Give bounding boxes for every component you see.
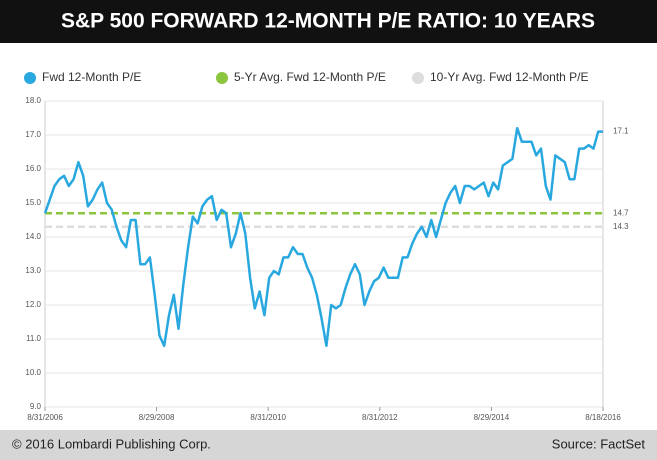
legend-marker (24, 72, 36, 84)
legend-label: 5-Yr Avg. Fwd 12-Month P/E (234, 70, 386, 84)
legend-label: 10-Yr Avg. Fwd 12-Month P/E (430, 70, 589, 84)
average-label: 14.3 (613, 222, 629, 231)
plot-frame (44, 100, 604, 408)
end-label: 17.1 (613, 127, 629, 136)
footer-left: © 2016 Lombardi Publishing Corp. (12, 436, 211, 451)
legend-label: Fwd 12-Month P/E (42, 70, 141, 84)
y-tick-label: 11.0 (26, 334, 42, 343)
footer-bar (0, 430, 657, 460)
footer-right: Source: FactSet (552, 436, 646, 451)
legend-marker (216, 72, 228, 84)
chart-title: S&P 500 FORWARD 12-MONTH P/E RATIO: 10 Y… (61, 10, 595, 33)
average-label: 14.7 (613, 208, 629, 217)
y-tick-label: 14.0 (25, 232, 41, 241)
y-tick-label: 12.0 (25, 300, 41, 309)
legend-marker (412, 72, 424, 84)
x-tick-label: 8/31/2010 (250, 413, 286, 422)
y-tick-label: 18.0 (25, 96, 41, 105)
x-tick-label: 8/31/2006 (27, 413, 63, 422)
y-tick-label: 15.0 (25, 198, 41, 207)
x-tick-label: 8/18/2016 (585, 413, 621, 422)
y-tick-label: 10.0 (25, 368, 41, 377)
y-tick-label: 17.0 (25, 130, 41, 139)
x-tick-label: 8/31/2012 (362, 413, 398, 422)
title-bar (0, 0, 657, 43)
y-tick-label: 9.0 (30, 402, 42, 411)
x-tick-label: 8/29/2014 (474, 413, 510, 422)
x-tick-label: 8/29/2008 (139, 413, 175, 422)
pe-line (43, 126, 603, 348)
y-tick-label: 13.0 (25, 266, 41, 275)
y-tick-label: 16.0 (25, 164, 41, 173)
